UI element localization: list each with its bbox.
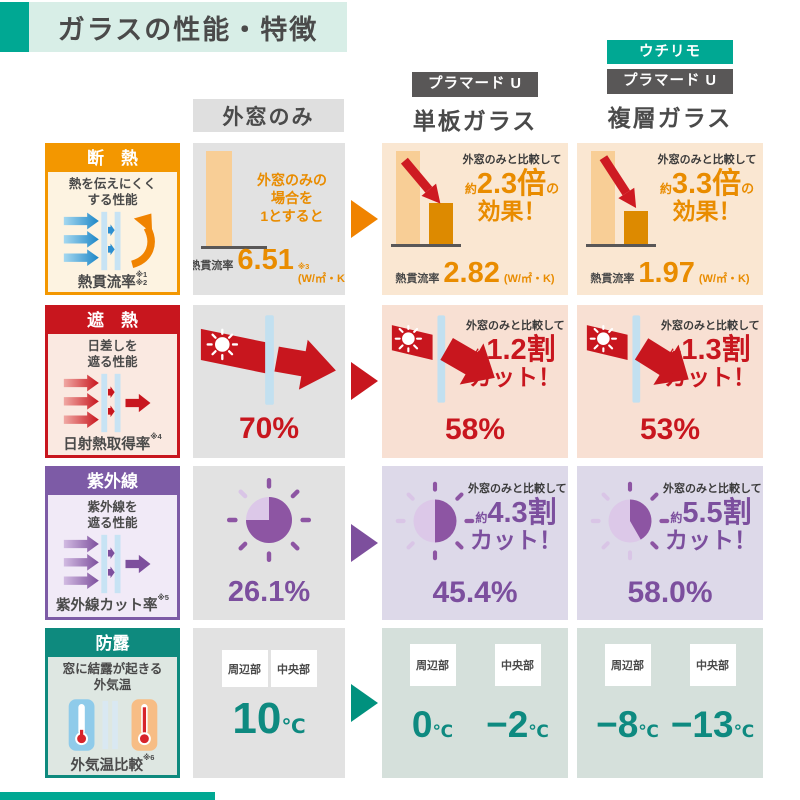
column-name-single-glass: 単板ガラス	[412, 108, 538, 134]
falling-arrow-icon	[400, 157, 441, 204]
bottom-accent-bar	[0, 792, 215, 800]
row-label-uv: 紫外線 紫外線を 遮る性能 紫外線カット率 ※5	[45, 466, 180, 620]
row-label-body: 紫外線を 遮る性能 紫外線カット率 ※5	[48, 495, 177, 620]
cell-shading-baseline: 70%	[193, 305, 345, 458]
title-accent-square	[0, 2, 29, 52]
row-desc-shading: 日差しを 遮る性能	[87, 339, 138, 370]
label-edge: 周辺部	[221, 650, 268, 687]
row-label-condensation: 防露 窓に結露が起きる 外気温 外気温比較 ※6	[45, 628, 180, 778]
footnote-refs: ※6	[143, 752, 155, 762]
column-header-double-glass: ウチリモ プラマード U 複層ガラス	[577, 40, 763, 133]
row-label-body: 熱を伝えにくく する性能 熱貫流率 ※1 ※2	[48, 172, 177, 297]
cell-insulation-single: 外窓のみと比較して 約2.3倍の 効果！ 熱貫流率 2.82 (W/㎡・K)	[382, 143, 568, 295]
sun-pie-icon	[226, 477, 312, 563]
product-badge-uchirimo: ウチリモ	[607, 40, 733, 64]
footnote-refs: ※5	[157, 592, 169, 602]
row-label-insulation: 断 熱 熱を伝えにくく する性能 熱貫流率 ※1 ※2	[45, 143, 180, 295]
edge-temp-single: 0℃	[411, 704, 454, 745]
cell-condensation-baseline: 周辺部 中央部 10℃	[193, 628, 345, 778]
falling-arrow-icon	[599, 155, 637, 209]
right-arrow-icon	[351, 524, 378, 562]
row-title-condensation: 防露	[48, 631, 177, 657]
u-value-single: 熱貫流率 2.82 (W/㎡・K)	[395, 256, 555, 289]
shading-single-value: 58%	[444, 413, 506, 446]
right-arrow-icon	[351, 362, 378, 400]
bar-chart-icon	[206, 151, 232, 246]
cell-uv-double: 外窓のみと比較して 約5.5割 カット！ 58.0%	[577, 466, 763, 620]
brand-badge-plamard-u: プラマード U	[412, 72, 538, 97]
row-metric-uv: 紫外線カット率 ※5	[56, 592, 169, 614]
row-metric-condensation: 外気温比較 ※6	[70, 752, 155, 774]
column-header-single-glass: プラマード U 単板ガラス	[382, 72, 568, 136]
row-label-shading: 遮 熱 日差しを 遮る性能 日射熱取得率 ※4	[45, 305, 180, 458]
boost-text: 外窓のみと比較して 約2.3倍の 効果！	[462, 154, 562, 224]
row-label-body: 日差しを 遮る性能 日射熱取得率 ※4	[48, 334, 177, 459]
footnote-refs: ※4	[150, 431, 162, 441]
curved-return-arrow-icon	[130, 213, 155, 268]
uv-baseline-value: 26.1%	[227, 576, 311, 608]
column-name-double-glass: 複層ガラス	[607, 105, 733, 131]
center-temp-double: −13℃	[670, 704, 755, 745]
row-desc-insulation: 熱を伝えにくく する性能	[68, 177, 157, 208]
boost-text: 外窓のみと比較して 約3.3倍の 効果！	[657, 154, 757, 224]
uv-double-value: 58.0%	[627, 576, 713, 609]
boost-text: 外窓のみと比較して 約1.3割 カット！	[661, 320, 760, 390]
sun-arrow-icon	[391, 315, 495, 403]
row-desc-uv: 紫外線を 遮る性能	[87, 500, 138, 531]
edge-temp-double: −8℃	[596, 704, 659, 745]
cell-insulation-double: 外窓のみと比較して 約3.3倍の 効果！ 熱貫流率 1.97 (W/㎡・K)	[577, 143, 763, 295]
label-center: 中央部	[270, 650, 317, 687]
label-edge: 周辺部	[409, 644, 456, 686]
row-metric-shading: 日射熱取得率 ※4	[63, 431, 162, 453]
column-header-outer-window-only: 外窓のみ	[193, 99, 344, 132]
thermometer-icon	[68, 698, 157, 751]
label-center: 中央部	[494, 644, 541, 686]
cell-uv-single: 外窓のみと比較して 約4.3割 カット！ 45.4%	[382, 466, 568, 620]
center-temp-single: −2℃	[486, 704, 549, 745]
row-title-insulation: 断 熱	[48, 146, 177, 172]
u-value-double: 熱貫流率 1.97 (W/㎡・K)	[590, 256, 750, 289]
boost-text: 外窓のみと比較して 約1.2割 カット！	[466, 320, 565, 390]
cell-shading-single: 外窓のみと比較して 約1.2割 カット！ 58%	[382, 305, 568, 458]
cell-condensation-double: 周辺部 −8℃ 中央部 −13℃	[577, 628, 763, 778]
boost-text: 外窓のみと比較して 約4.3割 カット！	[468, 483, 567, 553]
row-title-uv: 紫外線	[48, 469, 177, 495]
sun-arrow-icon	[586, 315, 689, 403]
sun-arrows-through-glass-icon	[63, 373, 150, 432]
cell-shading-double: 外窓のみと比較して 約1.3割 カット！ 53%	[577, 305, 763, 458]
row-title-shading: 遮 熱	[48, 308, 177, 334]
cell-uv-baseline: 26.1%	[193, 466, 345, 620]
right-arrow-icon	[351, 200, 378, 238]
label-edge: 周辺部	[604, 644, 651, 686]
right-arrow-icon	[351, 684, 378, 722]
row-label-body: 窓に結露が起きる 外気温 外気温比較 ※6	[48, 657, 177, 780]
boost-text: 外窓のみと比較して 約5.5割 カット！	[663, 483, 762, 553]
label-center: 中央部	[689, 644, 736, 686]
sun-pie-icon	[590, 481, 670, 561]
sun-arrow-icon	[200, 315, 336, 405]
baseline-note: 外窓のみの 場合を 1とすると	[257, 172, 327, 225]
row-desc-condensation: 窓に結露が起きる 外気温	[62, 662, 163, 693]
uv-single-value: 45.4%	[432, 576, 518, 609]
page-title: ガラスの性能・特徴	[29, 2, 347, 52]
shading-double-value: 53%	[639, 413, 701, 446]
heat-arrows-through-glass-icon	[63, 211, 155, 270]
u-value-baseline: 熱貫流率 6.51 ※3 (W/㎡・K)	[193, 244, 345, 285]
row-metric-insulation: 熱貫流率 ※1 ※2	[77, 269, 148, 291]
sun-pie-icon	[395, 481, 475, 561]
footnote-refs: ※1 ※2	[135, 269, 148, 288]
brand-badge-plamard-u: プラマード U	[607, 69, 733, 94]
condensation-baseline-value: 10℃	[232, 694, 306, 743]
cell-insulation-baseline: 外窓のみの 場合を 1とすると 熱貫流率 6.51 ※3 (W/㎡・K)	[193, 143, 345, 295]
uv-arrows-through-glass-icon	[63, 534, 150, 593]
cell-condensation-single: 周辺部 0℃ 中央部 −2℃	[382, 628, 568, 778]
shading-baseline-value: 70%	[238, 412, 300, 445]
